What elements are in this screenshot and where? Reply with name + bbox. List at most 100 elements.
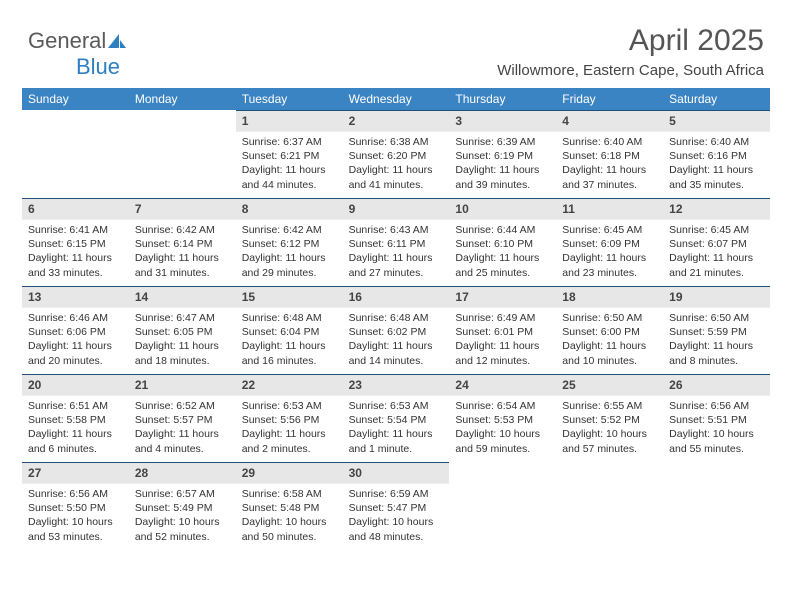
sunset-text: Sunset: 5:59 PM [669,325,764,339]
day-info: Sunrise: 6:56 AMSunset: 5:51 PMDaylight:… [663,396,770,462]
day-cell: 11Sunrise: 6:45 AMSunset: 6:09 PMDayligh… [556,198,663,286]
day-cell: 9Sunrise: 6:43 AMSunset: 6:11 PMDaylight… [343,198,450,286]
sunrise-text: Sunrise: 6:40 AM [669,135,764,149]
week-row: 20Sunrise: 6:51 AMSunset: 5:58 PMDayligh… [22,374,770,462]
sunrise-text: Sunrise: 6:47 AM [135,311,230,325]
day-number: 12 [663,198,770,220]
day-info: Sunrise: 6:50 AMSunset: 5:59 PMDaylight:… [663,308,770,374]
day-number: 26 [663,374,770,396]
day-info: Sunrise: 6:59 AMSunset: 5:47 PMDaylight:… [343,484,450,550]
daylight-text: Daylight: 10 hours and 53 minutes. [28,515,123,543]
day-info: Sunrise: 6:43 AMSunset: 6:11 PMDaylight:… [343,220,450,286]
sunset-text: Sunset: 5:51 PM [669,413,764,427]
sunset-text: Sunset: 5:54 PM [349,413,444,427]
daylight-text: Daylight: 11 hours and 44 minutes. [242,163,337,191]
day-info: Sunrise: 6:53 AMSunset: 5:56 PMDaylight:… [236,396,343,462]
day-cell: 26Sunrise: 6:56 AMSunset: 5:51 PMDayligh… [663,374,770,462]
day-info: Sunrise: 6:39 AMSunset: 6:19 PMDaylight:… [449,132,556,198]
daylight-text: Daylight: 10 hours and 52 minutes. [135,515,230,543]
sunset-text: Sunset: 5:52 PM [562,413,657,427]
day-cell: 22Sunrise: 6:53 AMSunset: 5:56 PMDayligh… [236,374,343,462]
daylight-text: Daylight: 10 hours and 48 minutes. [349,515,444,543]
day-cell: 4Sunrise: 6:40 AMSunset: 6:18 PMDaylight… [556,110,663,198]
daylight-text: Daylight: 11 hours and 20 minutes. [28,339,123,367]
daylight-text: Daylight: 10 hours and 57 minutes. [562,427,657,455]
day-header: Thursday [449,88,556,110]
day-info: Sunrise: 6:46 AMSunset: 6:06 PMDaylight:… [22,308,129,374]
day-number: 24 [449,374,556,396]
week-row: 27Sunrise: 6:56 AMSunset: 5:50 PMDayligh… [22,462,770,550]
week-row: 13Sunrise: 6:46 AMSunset: 6:06 PMDayligh… [22,286,770,374]
logo-sail-icon [108,34,126,50]
daylight-text: Daylight: 11 hours and 35 minutes. [669,163,764,191]
sunset-text: Sunset: 6:14 PM [135,237,230,251]
day-cell: 14Sunrise: 6:47 AMSunset: 6:05 PMDayligh… [129,286,236,374]
day-number: 2 [343,110,450,132]
day-number: 27 [22,462,129,484]
daylight-text: Daylight: 11 hours and 2 minutes. [242,427,337,455]
day-header: Wednesday [343,88,450,110]
day-info: Sunrise: 6:42 AMSunset: 6:14 PMDaylight:… [129,220,236,286]
sunrise-text: Sunrise: 6:37 AM [242,135,337,149]
sunrise-text: Sunrise: 6:57 AM [135,487,230,501]
daylight-text: Daylight: 11 hours and 29 minutes. [242,251,337,279]
daylight-text: Daylight: 11 hours and 10 minutes. [562,339,657,367]
day-number: 17 [449,286,556,308]
daylight-text: Daylight: 11 hours and 4 minutes. [135,427,230,455]
day-info: Sunrise: 6:45 AMSunset: 6:09 PMDaylight:… [556,220,663,286]
sunrise-text: Sunrise: 6:59 AM [349,487,444,501]
day-info: Sunrise: 6:42 AMSunset: 6:12 PMDaylight:… [236,220,343,286]
day-number: 10 [449,198,556,220]
sunset-text: Sunset: 6:06 PM [28,325,123,339]
sunrise-text: Sunrise: 6:50 AM [562,311,657,325]
daylight-text: Daylight: 10 hours and 55 minutes. [669,427,764,455]
day-info: Sunrise: 6:45 AMSunset: 6:07 PMDaylight:… [663,220,770,286]
daylight-text: Daylight: 11 hours and 6 minutes. [28,427,123,455]
week-row: ..1Sunrise: 6:37 AMSunset: 6:21 PMDaylig… [22,110,770,198]
sunset-text: Sunset: 6:20 PM [349,149,444,163]
day-number: 5 [663,110,770,132]
day-info: Sunrise: 6:51 AMSunset: 5:58 PMDaylight:… [22,396,129,462]
daylight-text: Daylight: 11 hours and 8 minutes. [669,339,764,367]
daylight-text: Daylight: 11 hours and 12 minutes. [455,339,550,367]
sunset-text: Sunset: 6:07 PM [669,237,764,251]
day-cell: . [663,462,770,550]
day-cell: 20Sunrise: 6:51 AMSunset: 5:58 PMDayligh… [22,374,129,462]
sunrise-text: Sunrise: 6:39 AM [455,135,550,149]
day-info: Sunrise: 6:58 AMSunset: 5:48 PMDaylight:… [236,484,343,550]
sunset-text: Sunset: 6:16 PM [669,149,764,163]
day-info: Sunrise: 6:48 AMSunset: 6:02 PMDaylight:… [343,308,450,374]
daylight-text: Daylight: 11 hours and 33 minutes. [28,251,123,279]
day-cell: 12Sunrise: 6:45 AMSunset: 6:07 PMDayligh… [663,198,770,286]
daylight-text: Daylight: 11 hours and 21 minutes. [669,251,764,279]
day-header: Monday [129,88,236,110]
logo: General Blue [28,28,126,80]
day-cell: 3Sunrise: 6:39 AMSunset: 6:19 PMDaylight… [449,110,556,198]
day-info: Sunrise: 6:50 AMSunset: 6:00 PMDaylight:… [556,308,663,374]
sunset-text: Sunset: 6:10 PM [455,237,550,251]
sunrise-text: Sunrise: 6:49 AM [455,311,550,325]
sunrise-text: Sunrise: 6:58 AM [242,487,337,501]
day-info: Sunrise: 6:41 AMSunset: 6:15 PMDaylight:… [22,220,129,286]
daylight-text: Daylight: 10 hours and 50 minutes. [242,515,337,543]
sunrise-text: Sunrise: 6:44 AM [455,223,550,237]
day-info: Sunrise: 6:52 AMSunset: 5:57 PMDaylight:… [129,396,236,462]
daylight-text: Daylight: 11 hours and 1 minute. [349,427,444,455]
day-info: Sunrise: 6:37 AMSunset: 6:21 PMDaylight:… [236,132,343,198]
daylight-text: Daylight: 11 hours and 41 minutes. [349,163,444,191]
day-cell: 7Sunrise: 6:42 AMSunset: 6:14 PMDaylight… [129,198,236,286]
day-number: 1 [236,110,343,132]
day-number: 3 [449,110,556,132]
day-cell: 8Sunrise: 6:42 AMSunset: 6:12 PMDaylight… [236,198,343,286]
day-number: 8 [236,198,343,220]
sunset-text: Sunset: 5:56 PM [242,413,337,427]
day-number: 7 [129,198,236,220]
day-cell: 18Sunrise: 6:50 AMSunset: 6:00 PMDayligh… [556,286,663,374]
daylight-text: Daylight: 11 hours and 14 minutes. [349,339,444,367]
daylight-text: Daylight: 11 hours and 18 minutes. [135,339,230,367]
logo-text-blue: Blue [28,54,120,79]
day-cell: 21Sunrise: 6:52 AMSunset: 5:57 PMDayligh… [129,374,236,462]
day-number: 21 [129,374,236,396]
sunset-text: Sunset: 5:49 PM [135,501,230,515]
day-cell: 13Sunrise: 6:46 AMSunset: 6:06 PMDayligh… [22,286,129,374]
